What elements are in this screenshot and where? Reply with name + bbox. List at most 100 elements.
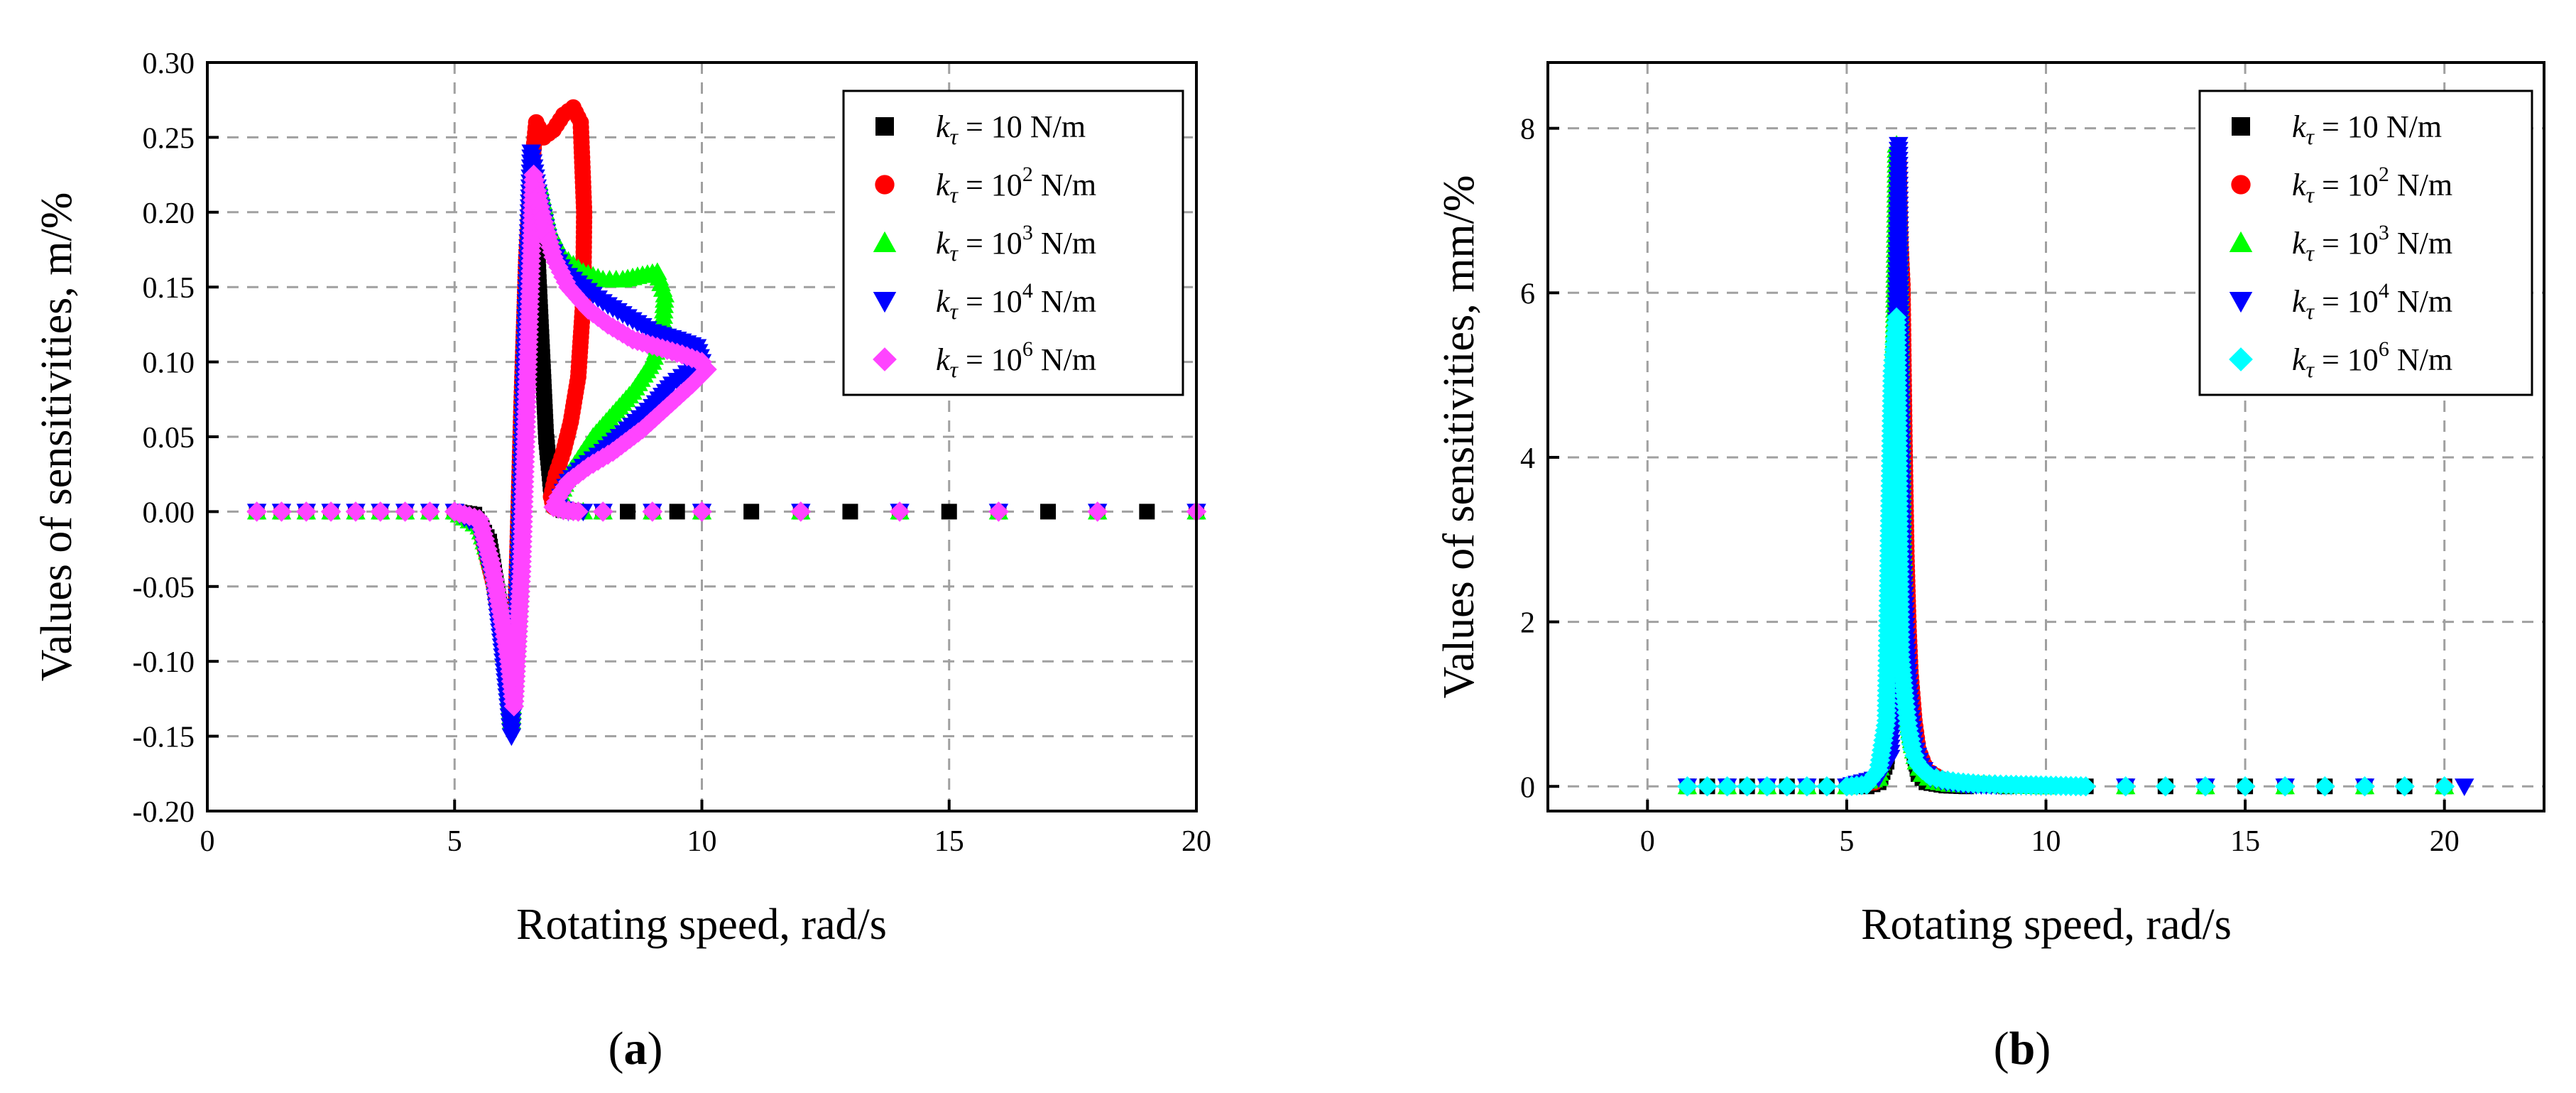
legend-marker xyxy=(2229,347,2253,371)
legend-label: kτ = 102 N/m xyxy=(2292,163,2452,207)
x-tick-label: 15 xyxy=(934,825,964,858)
series-b xyxy=(1677,135,2474,797)
legend-label: kτ = 104 N/m xyxy=(2292,279,2452,324)
y-tick-label: 6 xyxy=(1520,278,1535,310)
data-point xyxy=(1087,501,1108,522)
data-point xyxy=(642,501,663,522)
data-point xyxy=(271,501,292,522)
chart-b: 0 5 10 15 20 0 2 4 6 8 Rotating speed, rad/s Valu… xyxy=(1435,61,2545,1075)
data-point xyxy=(568,501,589,522)
y-tick-label: 0.20 xyxy=(143,197,195,230)
y-tick-label: 4 xyxy=(1520,442,1535,475)
x-tick-label: 5 xyxy=(447,825,462,858)
data-point xyxy=(1777,776,1798,797)
data-point xyxy=(620,504,636,520)
y-tick-label: 0.15 xyxy=(143,272,195,305)
y-tick-label: 0.05 xyxy=(143,422,195,455)
legend-label: kτ = 10 N/m xyxy=(936,109,1086,149)
data-point xyxy=(1677,776,1698,797)
data-point xyxy=(1757,776,1777,797)
data-point xyxy=(1816,776,1838,797)
data-point xyxy=(790,501,812,522)
y-tick-label: 0.25 xyxy=(143,122,195,155)
data-point xyxy=(743,504,760,520)
data-point xyxy=(2315,776,2335,797)
x-axis-label-b: Rotating speed, rad/s xyxy=(1861,901,2232,949)
legend-marker xyxy=(873,347,897,371)
data-point xyxy=(1717,776,1737,797)
legend-marker xyxy=(2231,175,2251,195)
data-point xyxy=(889,501,910,522)
y-tick-label: -0.10 xyxy=(133,646,195,679)
x-tick-label: 20 xyxy=(2430,825,2460,858)
y-tick-label: 0.00 xyxy=(143,496,195,529)
data-point xyxy=(2455,778,2474,797)
data-point xyxy=(2394,776,2415,797)
data-point xyxy=(420,501,440,522)
y-tick-label: 2 xyxy=(1520,607,1535,640)
data-point xyxy=(370,501,391,522)
x-tick-label: 10 xyxy=(2031,825,2061,858)
data-point xyxy=(2155,776,2176,797)
x-tick-label: 0 xyxy=(1640,825,1655,858)
legend-label: kτ = 106 N/m xyxy=(936,337,1096,382)
legend-b: kτ = 10 N/m kτ = 102 N/m kτ = 103 N/m kτ = … xyxy=(2198,89,2533,396)
legend-marker xyxy=(2229,292,2253,313)
y-tick-label: -0.05 xyxy=(133,572,195,604)
data-point xyxy=(2115,776,2136,797)
x-tick-label: 15 xyxy=(2230,825,2260,858)
legend-label: kτ = 103 N/m xyxy=(936,221,1096,266)
data-point xyxy=(941,504,957,520)
data-point xyxy=(692,352,712,372)
data-point xyxy=(395,501,415,522)
ticks-a: 0 5 10 15 20 -0.20 -0.15 -0.10 -0.05 0.00 0.05 0.10… xyxy=(133,48,1212,858)
legend-label: kτ = 103 N/m xyxy=(2292,221,2452,266)
y-axis-label-b: Values of sensitivities, mm/% xyxy=(1435,175,1483,698)
data-point xyxy=(1796,776,1818,797)
x-tick-label: 0 xyxy=(200,825,215,858)
data-point xyxy=(1737,776,1757,797)
data-point xyxy=(692,501,712,522)
y-tick-label: 8 xyxy=(1520,114,1535,146)
legend-marker xyxy=(2229,231,2253,252)
legend-marker xyxy=(873,292,897,313)
y-tick-label: -0.20 xyxy=(133,796,195,829)
data-point xyxy=(2434,776,2455,797)
data-point xyxy=(1139,504,1155,520)
y-tick-label: 0.10 xyxy=(143,347,195,380)
data-point xyxy=(592,501,613,522)
chart-a: 0 5 10 15 20 -0.20 -0.15 -0.10 -0.05 0.00 0.05 0.10… xyxy=(33,48,1211,1075)
data-point xyxy=(2075,776,2096,797)
legend-box xyxy=(2198,89,2533,396)
data-point xyxy=(2234,776,2256,797)
panel-label-b: (b) xyxy=(1994,1023,2051,1075)
legend-marker xyxy=(2232,117,2250,136)
y-tick-label: -0.15 xyxy=(133,722,195,754)
series-a-4 xyxy=(246,164,1207,717)
data-point xyxy=(296,501,317,522)
y-axis-label-a: Values of sensitivities, m/% xyxy=(33,192,81,682)
legend-box xyxy=(842,89,1184,396)
data-point xyxy=(988,501,1009,522)
legend-a: kτ = 10 N/m kτ = 102 N/m kτ = 103 N/m kτ = … xyxy=(842,89,1184,396)
series-a xyxy=(246,99,1207,746)
data-point xyxy=(669,504,685,520)
data-point xyxy=(320,501,342,522)
x-tick-label: 5 xyxy=(1839,825,1854,858)
x-axis-label-a: Rotating speed, rad/s xyxy=(516,901,887,949)
data-point xyxy=(1040,504,1057,520)
legend-marker xyxy=(875,175,895,195)
data-point xyxy=(345,501,366,522)
legend-label: kτ = 104 N/m xyxy=(936,279,1096,324)
x-tick-label: 10 xyxy=(687,825,717,858)
y-tick-label: 0 xyxy=(1520,771,1535,804)
legend-label: kτ = 106 N/m xyxy=(2292,337,2452,382)
data-point xyxy=(2195,776,2216,797)
data-point xyxy=(246,501,267,522)
legend-marker xyxy=(875,117,894,136)
legend-label: kτ = 10 N/m xyxy=(2292,109,2442,149)
legend-label: kτ = 102 N/m xyxy=(936,163,1096,207)
data-point xyxy=(2354,776,2375,797)
panel-label-a: (a) xyxy=(608,1023,663,1075)
